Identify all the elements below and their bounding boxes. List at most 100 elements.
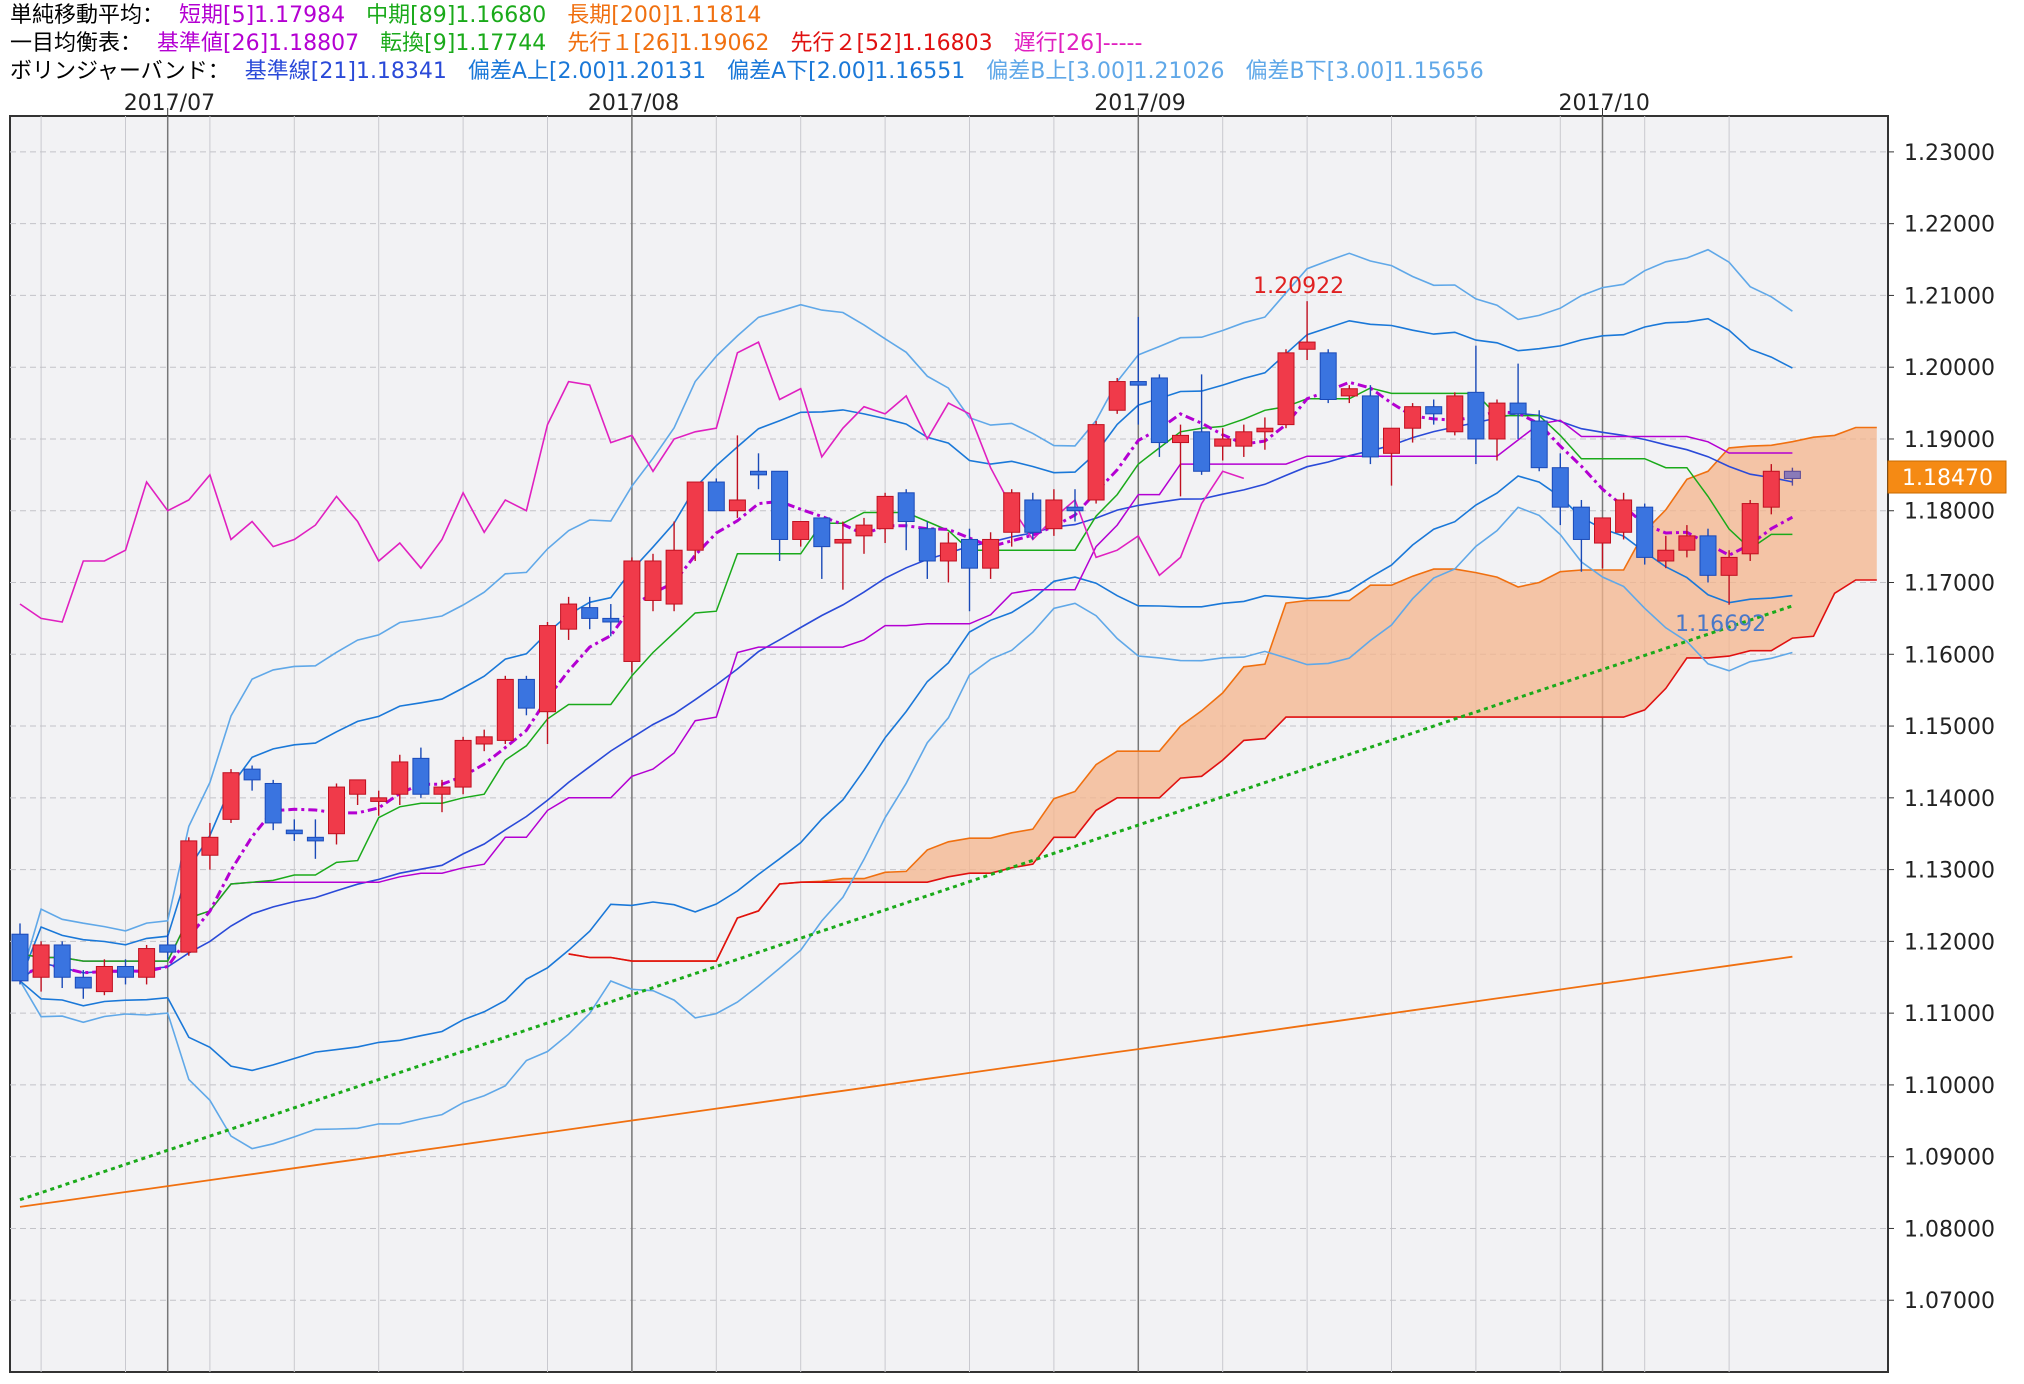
- candle-body: [1108, 381, 1126, 411]
- y-tick-label: 1.15000: [1904, 715, 1995, 740]
- candle-body: [1572, 506, 1590, 540]
- candle-body: [1277, 352, 1295, 426]
- y-tick-label: 1.12000: [1904, 930, 1995, 955]
- x-tick-label: 2017/07: [124, 91, 215, 116]
- candle-body: [1256, 427, 1274, 433]
- candle-body: [581, 607, 599, 619]
- candle-body: [982, 538, 1000, 569]
- candle-body: [306, 836, 324, 842]
- candle-body: [834, 538, 852, 544]
- candle-body: [1657, 549, 1675, 562]
- candle-body: [750, 470, 767, 476]
- legend-bollinger-a-lower: 偏差A下[2.00]1.16551: [727, 59, 966, 84]
- y-tick-label: 1.17000: [1904, 572, 1995, 597]
- candle-body: [1467, 391, 1485, 440]
- legend-bollinger-a-upper: 偏差A上[2.00]1.20131: [467, 59, 707, 84]
- candle-body: [1636, 506, 1654, 558]
- candle-body: [1783, 470, 1801, 479]
- candle-body: [728, 499, 746, 512]
- candle-body: [1319, 352, 1337, 400]
- candle-body: [1741, 503, 1759, 555]
- bollinger-b-lower-line: [19, 506, 1793, 1150]
- candle-body: [1615, 499, 1633, 533]
- candle-body: [391, 761, 409, 795]
- candle-body: [939, 542, 957, 562]
- y-tick-label: 1.13000: [1904, 859, 1995, 884]
- legend-ichimoku-tenkan: 転換[9]1.17744: [380, 31, 547, 56]
- candle-body: [1045, 499, 1063, 530]
- candle-body: [1509, 402, 1527, 415]
- legend-sma-long: 長期[200]1.11814: [567, 3, 762, 28]
- y-tick-label: 1.21000: [1904, 284, 1995, 309]
- candle-body: [1193, 431, 1211, 472]
- candle-body: [1024, 499, 1042, 533]
- candle-body: [117, 965, 134, 978]
- candle-body: [138, 948, 156, 978]
- candle-body: [159, 944, 177, 953]
- y-tick-label: 1.20000: [1904, 356, 1995, 381]
- candle-body: [539, 625, 556, 713]
- candle-body: [918, 528, 936, 562]
- legend-ichimoku-kijun: 基準値[26]1.18807: [157, 31, 360, 56]
- candle-body: [1214, 438, 1232, 447]
- legend-row-sma: 単純移動平均： 短期[5]1.17984 中期[89]1.16680 長期[20…: [10, 2, 775, 30]
- low-annotation: 1.16692: [1675, 612, 1766, 637]
- current-price-tag: [1887, 460, 2007, 494]
- legend-row-ichimoku: 一目均衡表： 基準値[26]1.18807 転換[9]1.17744 先行１[2…: [10, 30, 1156, 58]
- candle-body: [1762, 470, 1780, 508]
- legend-sma-short: 短期[5]1.17984: [179, 3, 346, 28]
- candle-body: [1488, 402, 1506, 440]
- candle-body: [412, 757, 430, 795]
- ichimoku-cloud: [568, 427, 1877, 962]
- candle-body: [243, 768, 261, 781]
- candle-body: [222, 772, 240, 820]
- candle-body: [496, 678, 514, 741]
- candle-body: [1361, 395, 1379, 458]
- legend-bollinger-label: ボリンジャーバンド：: [10, 59, 230, 84]
- legend-row-bollinger: ボリンジャーバンド： 基準線[21]1.18341 偏差A上[2.00]1.20…: [10, 58, 1498, 86]
- candle-body: [1129, 381, 1147, 386]
- candle-body: [454, 739, 472, 788]
- candle-body: [1235, 431, 1253, 447]
- y-tick-label: 1.23000: [1904, 141, 1995, 166]
- candle-body: [53, 944, 71, 978]
- candle-body: [1404, 406, 1422, 429]
- y-tick-label: 1.08000: [1904, 1217, 1995, 1242]
- candle-body: [201, 836, 219, 856]
- candle-body: [623, 560, 641, 662]
- candle-body: [1172, 434, 1189, 444]
- legend-bollinger-b-upper: 偏差B上[3.00]1.21026: [986, 59, 1225, 84]
- legend-bollinger-b-lower: 偏差B下[3.00]1.15656: [1245, 59, 1484, 84]
- candle-body: [1678, 535, 1696, 551]
- legend-sma-mid: 中期[89]1.16680: [366, 3, 547, 28]
- candle-body: [74, 976, 92, 989]
- candle-body: [961, 538, 978, 569]
- y-tick-label: 1.16000: [1904, 643, 1995, 668]
- sma-long-line: [19, 955, 1793, 1208]
- bollinger-a-lower-line: [19, 475, 1793, 1072]
- candle-body: [180, 840, 198, 953]
- candle-body: [665, 549, 683, 605]
- candle-body: [285, 829, 303, 835]
- candle-body: [1446, 395, 1464, 433]
- candle-body: [602, 617, 620, 623]
- candle-body: [813, 517, 831, 548]
- legend-ichimoku-senkou2: 先行２[52]1.16803: [790, 31, 993, 56]
- legend-ichimoku-chikou: 遅行[26]-----: [1013, 31, 1143, 56]
- legend-ichimoku-senkou1: 先行１[26]1.19062: [567, 31, 770, 56]
- senkou-span-2-line: [568, 579, 1877, 962]
- candle-body: [370, 797, 388, 802]
- legend-bollinger-mid: 基準線[21]1.18341: [244, 59, 447, 84]
- candle-body: [1425, 406, 1443, 415]
- x-tick-label: 2017/10: [1559, 91, 1650, 116]
- y-tick-label: 1.07000: [1904, 1289, 1995, 1314]
- y-tick-label: 1.09000: [1904, 1146, 1995, 1171]
- candle-body: [1340, 388, 1358, 397]
- current-price-label: 1.18470: [1902, 466, 1993, 491]
- y-tick-label: 1.19000: [1904, 428, 1995, 453]
- legend-ichimoku-label: 一目均衡表：: [10, 31, 143, 56]
- high-annotation: 1.20922: [1253, 274, 1344, 299]
- candle-body: [1530, 420, 1548, 469]
- candle-body: [876, 495, 894, 530]
- candle-body: [1551, 467, 1569, 508]
